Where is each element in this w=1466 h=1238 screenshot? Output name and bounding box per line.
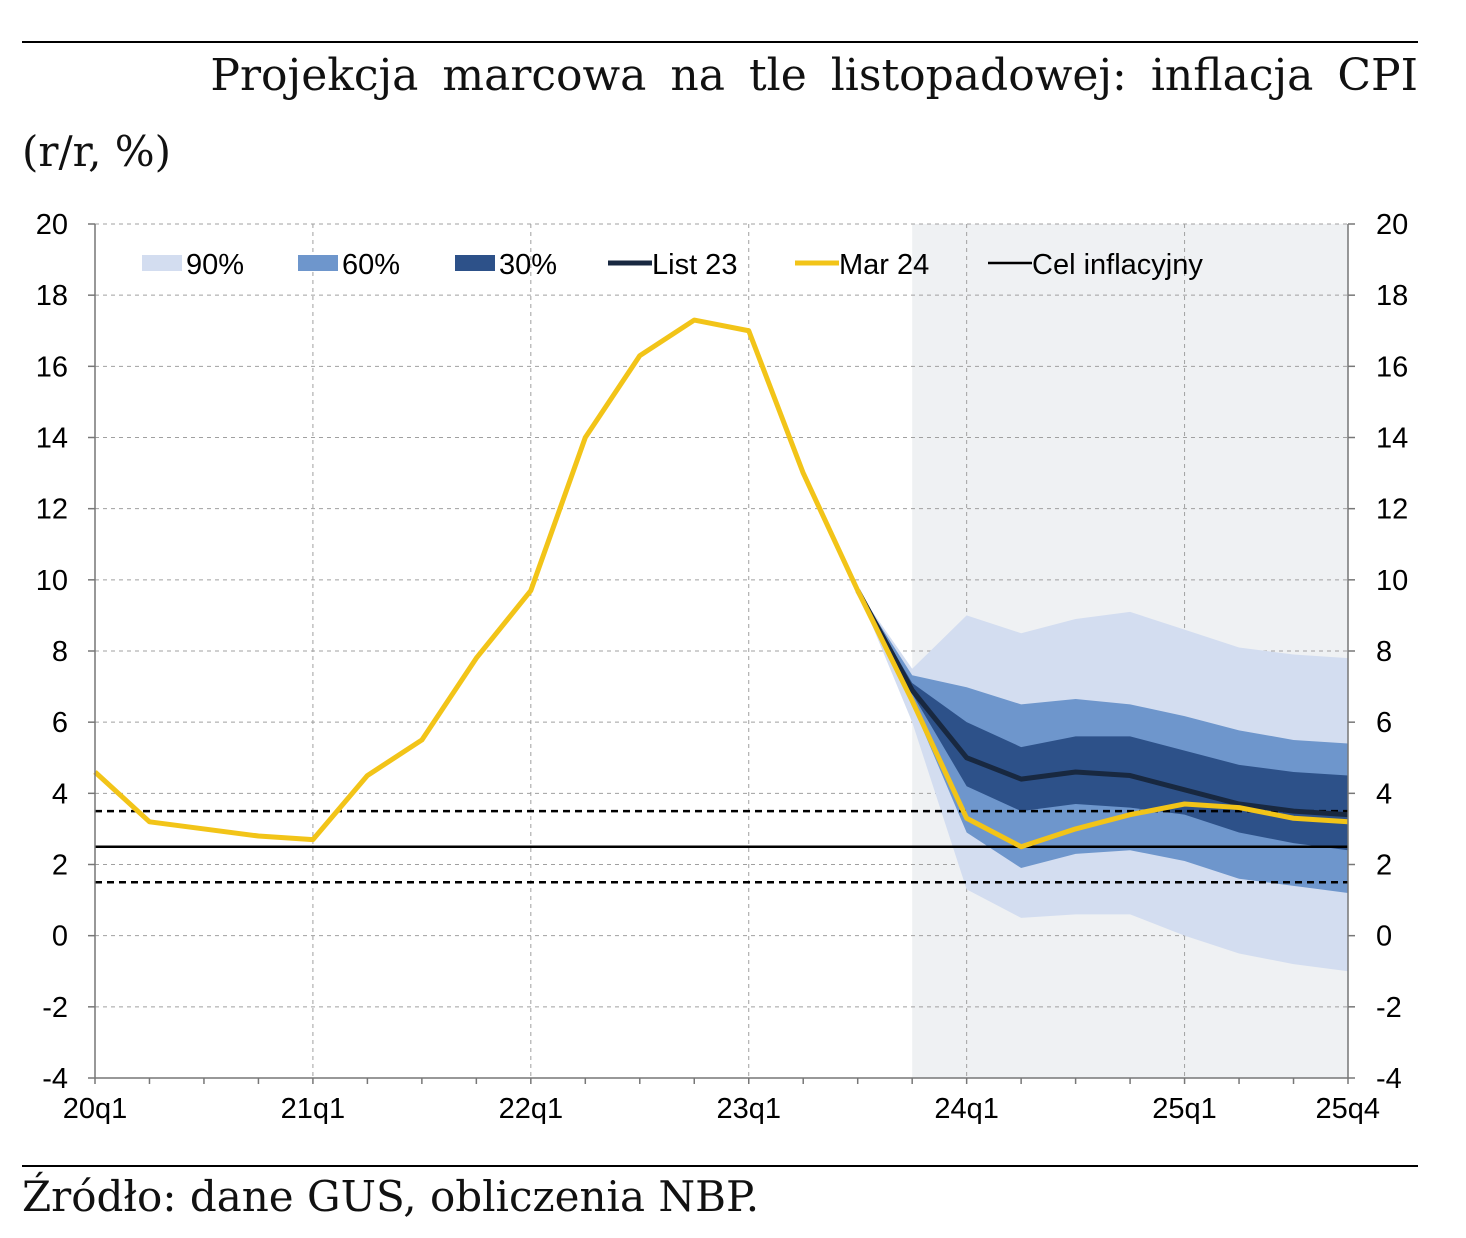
- legend: 90% 60% 30% List 23 Mar 24 Cel inflacyjny: [142, 249, 1203, 281]
- x-tick-label: 21q1: [281, 1093, 346, 1125]
- series-line-mar-24: [93, 317, 1349, 850]
- series-lines: [93, 317, 1349, 850]
- legend-item: 90%: [142, 249, 244, 281]
- series-line-list-23: [855, 589, 1349, 818]
- y-tick-label-right: 14: [1376, 423, 1408, 455]
- y-tick-label-left: 0: [52, 921, 68, 953]
- x-tick-label: 22q1: [499, 1093, 564, 1125]
- legend-label: 90%: [186, 249, 244, 281]
- y-tick-label-left: 2: [52, 850, 68, 882]
- y-tick-label-left: 4: [52, 778, 68, 810]
- y-tick-label-right: 20: [1376, 209, 1408, 241]
- x-tick-label: 23q1: [716, 1093, 781, 1125]
- legend-swatch: [142, 255, 182, 271]
- band-30: [857, 590, 1348, 851]
- y-tick-label-left: 12: [36, 494, 68, 526]
- y-tick-label-right: -2: [1376, 992, 1402, 1024]
- legend-label: Mar 24: [839, 249, 929, 281]
- x-tick-label: 24q1: [934, 1093, 999, 1125]
- source-note: Źródło: dane GUS, obliczenia NBP.: [22, 1172, 760, 1221]
- chart-title: Projekcja marcowa na tle listopadowej: i…: [210, 50, 1418, 101]
- y-tick-label-left: 6: [52, 707, 68, 739]
- y-tick-label-left: 10: [36, 565, 68, 597]
- legend-swatch: [455, 255, 495, 271]
- x-tick-label: 25q4: [1315, 1093, 1380, 1125]
- legend-label: Cel inflacyjny: [1032, 249, 1203, 281]
- legend-item: 30%: [455, 249, 557, 281]
- legend-item: List 23: [608, 249, 737, 281]
- y-tick-label-left: 14: [36, 423, 68, 455]
- y-tick-label-right: 8: [1376, 636, 1392, 668]
- y-tick-label-right: 4: [1376, 778, 1392, 810]
- y-tick-label-right: 2: [1376, 850, 1392, 882]
- y-tick-label-left: 18: [36, 280, 68, 312]
- y-tick-label-right: 6: [1376, 707, 1392, 739]
- y-tick-label-right: -4: [1376, 1063, 1402, 1095]
- x-tick-label: 20q1: [63, 1093, 128, 1125]
- top-rule: [22, 41, 1418, 43]
- axes: -4 -4 -2 -2 0 0 2 2 4 4 6 6 8 8 10 10 12 12 14 14 16 16 18 18 20…: [36, 209, 1409, 1125]
- y-tick-label-right: 12: [1376, 494, 1408, 526]
- unit-label: (r/r, %): [22, 127, 172, 176]
- legend-label: 60%: [342, 249, 400, 281]
- legend-label: List 23: [652, 249, 737, 281]
- y-tick-label-left: 8: [52, 636, 68, 668]
- grid-lines: [95, 223, 1348, 1078]
- legend-swatch: [298, 255, 338, 271]
- legend-item: Mar 24: [795, 249, 929, 281]
- x-tick-label: 25q1: [1152, 1093, 1217, 1125]
- y-tick-label-right: 0: [1376, 921, 1392, 953]
- y-tick-label-left: 16: [36, 351, 68, 383]
- y-tick-label-left: -4: [42, 1063, 68, 1095]
- fan-chart-bands: [857, 590, 1348, 972]
- bottom-rule: [22, 1165, 1418, 1167]
- legend-item: Cel inflacyjny: [988, 249, 1203, 281]
- y-tick-label-left: -2: [42, 992, 68, 1024]
- legend-label: 30%: [499, 249, 557, 281]
- y-tick-label-right: 18: [1376, 280, 1408, 312]
- y-tick-label-right: 16: [1376, 351, 1408, 383]
- y-tick-label-right: 10: [1376, 565, 1408, 597]
- y-tick-label-left: 20: [36, 209, 68, 241]
- legend-item: 60%: [298, 249, 400, 281]
